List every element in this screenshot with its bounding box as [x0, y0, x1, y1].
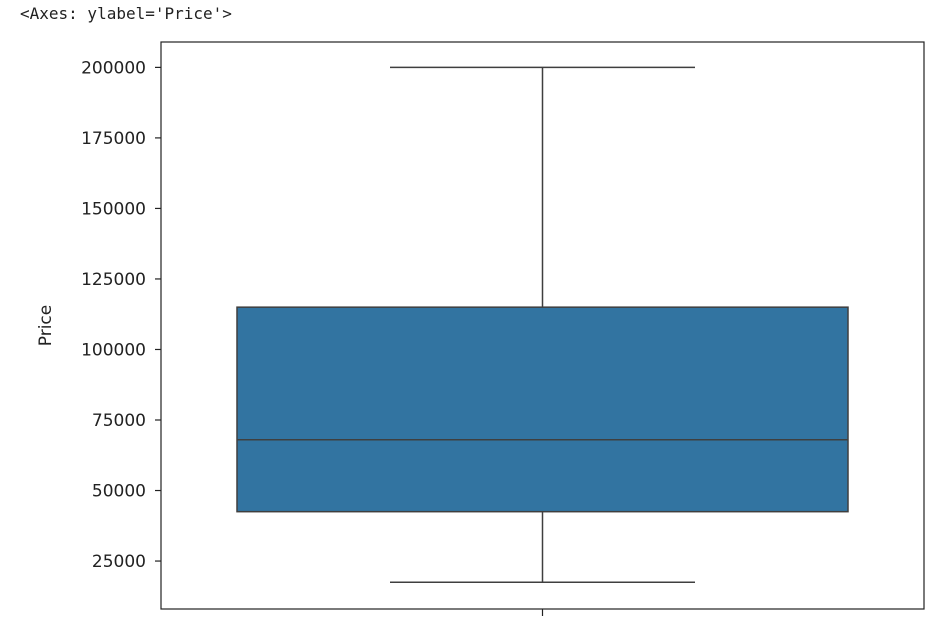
y-axis-ticks: 25000 50000 75000 100000 125000 150000 175000 2… [81, 58, 161, 572]
y-tick-label: 150000 [81, 199, 146, 219]
y-axis-label: Price [36, 305, 56, 346]
y-tick-label: 50000 [92, 482, 146, 502]
y-tick-label: 25000 [92, 552, 146, 572]
y-tick-label: 175000 [81, 129, 146, 149]
iqr-box [236, 306, 849, 513]
y-tick-label: 200000 [81, 58, 146, 78]
y-tick-label: 75000 [92, 411, 146, 431]
axes-repr-output: <Axes: ylabel='Price'> [20, 4, 232, 23]
y-tick-label: 125000 [81, 270, 146, 290]
plot-marks [236, 66, 849, 583]
y-tick-label: 100000 [81, 340, 146, 360]
